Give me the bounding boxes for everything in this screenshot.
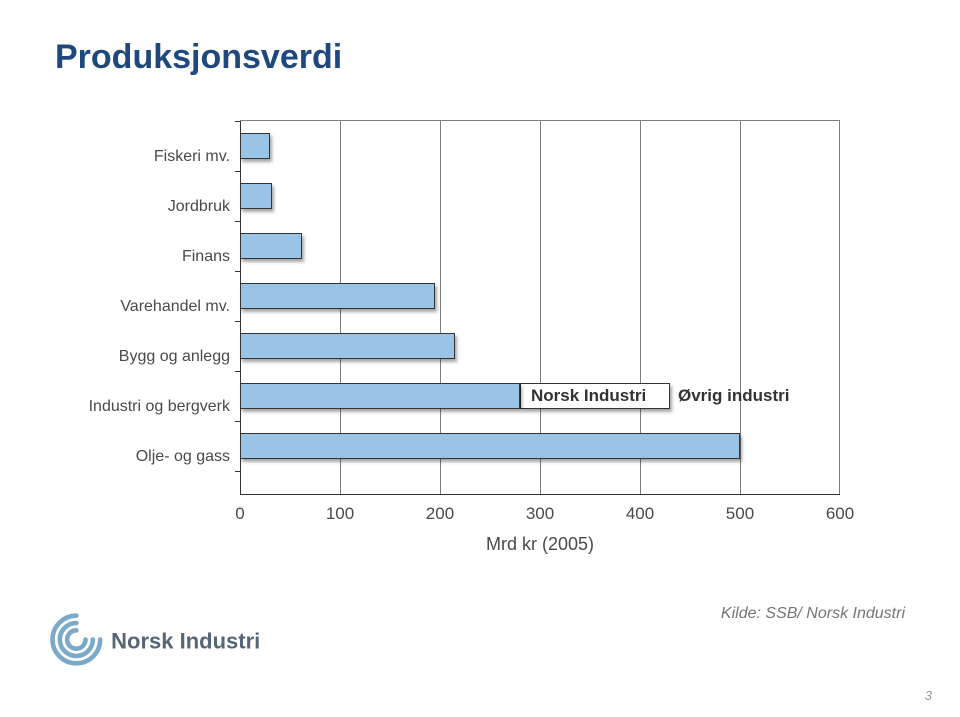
y-label-6: Olje- og gass: [55, 448, 230, 466]
y-label-0: Fiskeri mv.: [55, 148, 230, 166]
bar-varehandel: [240, 283, 435, 309]
swirl-icon: [53, 616, 101, 664]
y-label-2: Finans: [55, 248, 230, 266]
y-label-3: Varehandel mv.: [55, 298, 230, 316]
slide: Produksjonsverdi Fiskeri mv. Jordbruk Fi…: [0, 0, 960, 717]
logo-svg: Norsk Industri: [48, 612, 288, 667]
x-tick-200: 200: [426, 504, 454, 524]
x-tick-300: 300: [526, 504, 554, 524]
y-label-1: Jordbruk: [55, 198, 230, 216]
bar-norsk-industri: [240, 383, 520, 409]
page-number: 3: [925, 688, 932, 703]
bar-bygg: [240, 333, 455, 359]
bar-jordbruk: [240, 183, 272, 209]
logo-text: Norsk Industri: [111, 629, 260, 654]
page-title: Produksjonsverdi: [55, 38, 342, 77]
logo: Norsk Industri: [48, 612, 288, 667]
bar-chart: Fiskeri mv. Jordbruk Finans Varehandel m…: [55, 120, 870, 550]
annot-norsk-industri: Norsk Industri: [531, 386, 646, 406]
bar-finans: [240, 233, 302, 259]
bar-olje-gass: [240, 433, 740, 459]
y-axis-labels: Fiskeri mv. Jordbruk Finans Varehandel m…: [55, 135, 230, 480]
bars: Norsk Industri Øvrig industri: [240, 121, 840, 494]
x-tick-400: 400: [626, 504, 654, 524]
annot-ovrig-industri: Øvrig industri: [678, 386, 789, 406]
plot-area: Norsk Industri Øvrig industri: [240, 120, 840, 495]
x-tick-500: 500: [726, 504, 754, 524]
bar-fiskeri: [240, 133, 270, 159]
y-label-5: Industri og bergverk: [55, 398, 230, 416]
x-tick-0: 0: [235, 504, 244, 524]
y-label-4: Bygg og anlegg: [55, 348, 230, 366]
x-tick-600: 600: [826, 504, 854, 524]
source-text: Kilde: SSB/ Norsk Industri: [721, 605, 905, 623]
x-tick-100: 100: [326, 504, 354, 524]
x-axis-title: Mrd kr (2005): [240, 534, 840, 555]
